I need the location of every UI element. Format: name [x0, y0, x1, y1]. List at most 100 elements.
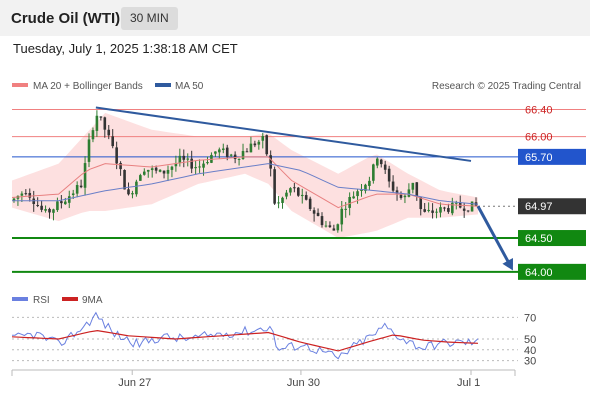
- candle-body: [419, 197, 423, 210]
- candle-body: [139, 175, 142, 181]
- candle-body: [28, 193, 32, 198]
- candle-body: [146, 169, 150, 172]
- candle-body: [190, 158, 193, 169]
- candle-body: [304, 195, 308, 200]
- level-label-66.00: 66.00: [525, 132, 553, 144]
- candle-body: [375, 158, 379, 166]
- candle-body: [332, 228, 336, 231]
- candle-body: [225, 147, 229, 157]
- candle-body: [379, 159, 383, 165]
- candle-body: [364, 184, 367, 191]
- candle-body: [356, 191, 359, 197]
- candle-body: [91, 130, 95, 140]
- time-tick-label: Jun 27: [118, 377, 151, 389]
- candle-body: [174, 163, 178, 167]
- rsi-ma-line: [11, 329, 479, 352]
- ma9-legend-swatch: [62, 297, 78, 301]
- candle-body: [324, 225, 328, 227]
- rsi-tick-label: 50: [524, 334, 536, 346]
- candle-body: [447, 208, 450, 212]
- level-label-box: [518, 198, 586, 215]
- candle-body: [293, 187, 296, 189]
- candle-body: [372, 164, 375, 181]
- candle-body: [233, 154, 237, 160]
- candle-body: [142, 171, 146, 175]
- candle-body: [336, 224, 340, 231]
- timeframe-badge[interactable]: 30 MIN: [121, 7, 178, 30]
- candle-body: [261, 136, 265, 141]
- level-label-66.40: 66.40: [525, 105, 553, 117]
- candle-body: [186, 158, 190, 160]
- candle-body: [368, 180, 371, 186]
- ma50-legend-swatch: [155, 83, 171, 87]
- candle-body: [470, 201, 474, 212]
- candle-body: [300, 194, 304, 197]
- candle-body: [348, 197, 351, 208]
- rsi-legend-swatch: [12, 297, 28, 301]
- candle-body: [435, 211, 438, 213]
- time-tick-label: Jun 30: [287, 377, 320, 389]
- level-label-box: [518, 230, 586, 247]
- candle-body: [423, 209, 426, 212]
- ma50-legend-label: MA 50: [175, 81, 204, 92]
- candle-body: [407, 189, 411, 197]
- candle-body: [166, 169, 170, 174]
- candle-body: [320, 216, 324, 226]
- candle-body: [257, 141, 261, 145]
- trendline: [95, 106, 472, 162]
- forecast-arrow-head: [502, 257, 513, 271]
- candle-body: [154, 167, 158, 171]
- candle-body: [277, 202, 280, 204]
- candle-body: [123, 170, 126, 190]
- candle-body: [253, 143, 257, 146]
- candle-body: [269, 155, 272, 169]
- candle-body: [391, 181, 395, 191]
- candle-body: [119, 163, 122, 170]
- candle-body: [340, 208, 344, 225]
- candle-body: [281, 197, 284, 203]
- level-label-64.50: 64.50: [525, 233, 553, 245]
- time-axis: Jun 27 Jun 30 Jul 1: [11, 369, 516, 389]
- candle-body: [99, 116, 103, 118]
- candle-body: [56, 201, 59, 211]
- candle-body: [67, 196, 71, 203]
- ma20-legend-label: MA 20 + Bollinger Bands: [33, 81, 143, 92]
- candle-body: [451, 202, 454, 214]
- candle-body: [462, 208, 466, 211]
- candle-body: [328, 225, 332, 228]
- ma9-legend-label: 9MA: [82, 295, 103, 306]
- candle-body: [308, 198, 312, 209]
- datetime-label: Tuesday, July 1, 2025 1:38:18 AM CET: [13, 41, 238, 56]
- ma20-line: [11, 156, 479, 209]
- candle-body: [221, 148, 225, 150]
- candle-body: [194, 167, 197, 169]
- chart-header: Crude Oil (WTI) 30 MIN: [0, 0, 590, 36]
- candle-body: [24, 193, 28, 195]
- candle-body: [297, 187, 300, 196]
- forecast-arrow-shaft: [476, 205, 510, 264]
- ma20-legend-swatch: [12, 83, 28, 87]
- candle-body: [158, 169, 162, 172]
- rsi-tick-label: 30: [524, 356, 536, 368]
- candle-body: [399, 194, 403, 198]
- rsi-tick-label: 70: [524, 312, 536, 324]
- candle-body: [352, 196, 355, 199]
- candle-body: [214, 151, 217, 154]
- candle-body: [249, 143, 253, 153]
- candle-body: [273, 169, 276, 204]
- candle-body: [237, 158, 241, 160]
- candle-body: [103, 117, 107, 130]
- candle-body: [312, 210, 316, 214]
- bollinger-band: [12, 112, 478, 238]
- price-panel: 66.40 66.00 65.70 64.97 64.50 64.00: [11, 105, 586, 280]
- candle-body: [454, 202, 458, 204]
- candle-body: [411, 182, 415, 190]
- candle-body: [383, 164, 387, 170]
- level-label-65.70: 65.70: [525, 152, 553, 164]
- candle-body: [71, 193, 75, 195]
- level-label-box: [518, 148, 586, 165]
- candle-body: [52, 209, 55, 213]
- candle-body: [182, 155, 186, 160]
